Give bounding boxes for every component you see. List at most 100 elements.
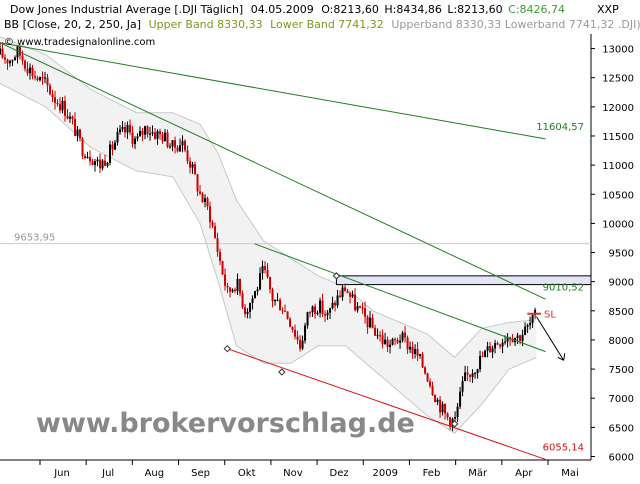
trend-line-value-label: 11604,57 — [536, 122, 584, 133]
y-tick-label: 7000 — [609, 394, 634, 405]
candle-body — [79, 129, 82, 139]
candle-body — [354, 294, 357, 311]
candle-body — [446, 413, 449, 418]
candle-body — [466, 372, 469, 375]
candle-body — [104, 160, 107, 166]
trend-line-1 — [0, 42, 546, 300]
candle-body — [11, 60, 14, 62]
candle-body — [486, 346, 489, 351]
candle-body — [249, 302, 252, 312]
candle-body — [41, 77, 44, 79]
candle-body — [411, 346, 414, 355]
candle-body — [441, 403, 444, 413]
candle-body — [421, 354, 424, 368]
candle-body — [309, 312, 312, 314]
x-axis-labels: Jun Jul Aug Sep Okt Nov Dez 2009 Feb Mär Apr Mai — [39, 460, 579, 479]
candle-body — [186, 150, 189, 162]
candle-body — [381, 335, 384, 345]
candle-body — [244, 307, 247, 315]
candle-body — [226, 285, 229, 288]
candle-body — [236, 278, 239, 291]
candle-body — [429, 381, 432, 387]
candle-body — [534, 309, 537, 315]
candle-body — [16, 46, 19, 58]
candle-body — [294, 329, 297, 337]
candle-body — [529, 323, 532, 326]
candle-body — [286, 311, 289, 319]
candle-body — [36, 77, 39, 81]
candle-body — [69, 116, 72, 119]
candle-body — [84, 155, 87, 159]
candle-body — [511, 339, 514, 343]
y-tick-label: 6000 — [609, 453, 634, 464]
candle-body — [384, 339, 387, 345]
trend-line-3 — [227, 348, 546, 460]
candle-body — [206, 198, 209, 207]
candle-body — [59, 103, 62, 111]
candle-body — [369, 317, 372, 328]
candle-body — [324, 314, 327, 316]
candle-body — [149, 133, 152, 135]
candle-body — [181, 140, 184, 146]
candle-body — [194, 164, 197, 175]
candle-body — [261, 266, 264, 274]
candle-body — [199, 191, 202, 194]
candle-body — [406, 337, 409, 350]
watermark-text: www.brokervorschlag.de — [36, 408, 415, 439]
candle-body — [494, 343, 497, 349]
candle-body — [19, 46, 22, 56]
candle-body — [279, 299, 282, 311]
candle-body — [484, 350, 487, 357]
candle-body — [144, 126, 147, 135]
candle-body — [266, 269, 269, 277]
header-line-1: Dow Jones Industrial Average [.DJI Tägli… — [10, 3, 565, 16]
upper-band-line — [0, 36, 537, 359]
candle-body — [221, 261, 224, 275]
candle-body — [54, 97, 57, 103]
candle-body — [479, 355, 482, 370]
candle-body — [164, 132, 167, 142]
x-tick-label: Jul — [101, 468, 114, 479]
candle-body — [364, 308, 367, 317]
candle-body — [49, 85, 52, 95]
candle-body — [351, 294, 354, 297]
candle-body — [506, 337, 509, 342]
y-tick-label: 13000 — [602, 45, 634, 56]
candle-body — [481, 355, 484, 357]
candle-body — [159, 131, 162, 135]
candle-body — [184, 140, 187, 151]
pivot-marker — [332, 272, 341, 280]
trend-line-0 — [0, 42, 546, 140]
candle-body — [209, 206, 212, 223]
candle-body — [264, 266, 267, 270]
candle-body — [311, 306, 314, 313]
candle-body — [64, 100, 67, 116]
candle-body — [196, 174, 199, 192]
candle-body — [454, 417, 457, 419]
y-tick-label: 10500 — [602, 190, 634, 201]
candle-body — [431, 386, 434, 396]
candle-body — [444, 403, 447, 414]
candle-body — [246, 311, 249, 315]
candle-body — [44, 77, 47, 79]
y-tick-label: 12000 — [602, 103, 634, 114]
candle-body — [224, 274, 227, 286]
y-tick-label: 9500 — [609, 249, 634, 260]
candle-body — [219, 251, 222, 262]
y-tick-label: 11000 — [602, 161, 634, 172]
candle-body — [134, 138, 137, 145]
y-tick-label: 9000 — [609, 278, 634, 289]
candle-body — [456, 406, 459, 418]
candle-body — [139, 130, 142, 137]
forecast-arrow-line — [536, 316, 565, 361]
trend-line-value-label: 6055,14 — [543, 443, 584, 454]
unit-label: XXP — [597, 3, 619, 16]
candle-body — [86, 156, 89, 159]
reference-line-label: 9653,95 — [14, 233, 55, 244]
candle-body — [99, 159, 102, 169]
trend-line-2 — [254, 243, 546, 353]
candle-body — [531, 314, 534, 324]
y-tick-label: 12500 — [602, 74, 634, 85]
candle-body — [4, 57, 7, 60]
